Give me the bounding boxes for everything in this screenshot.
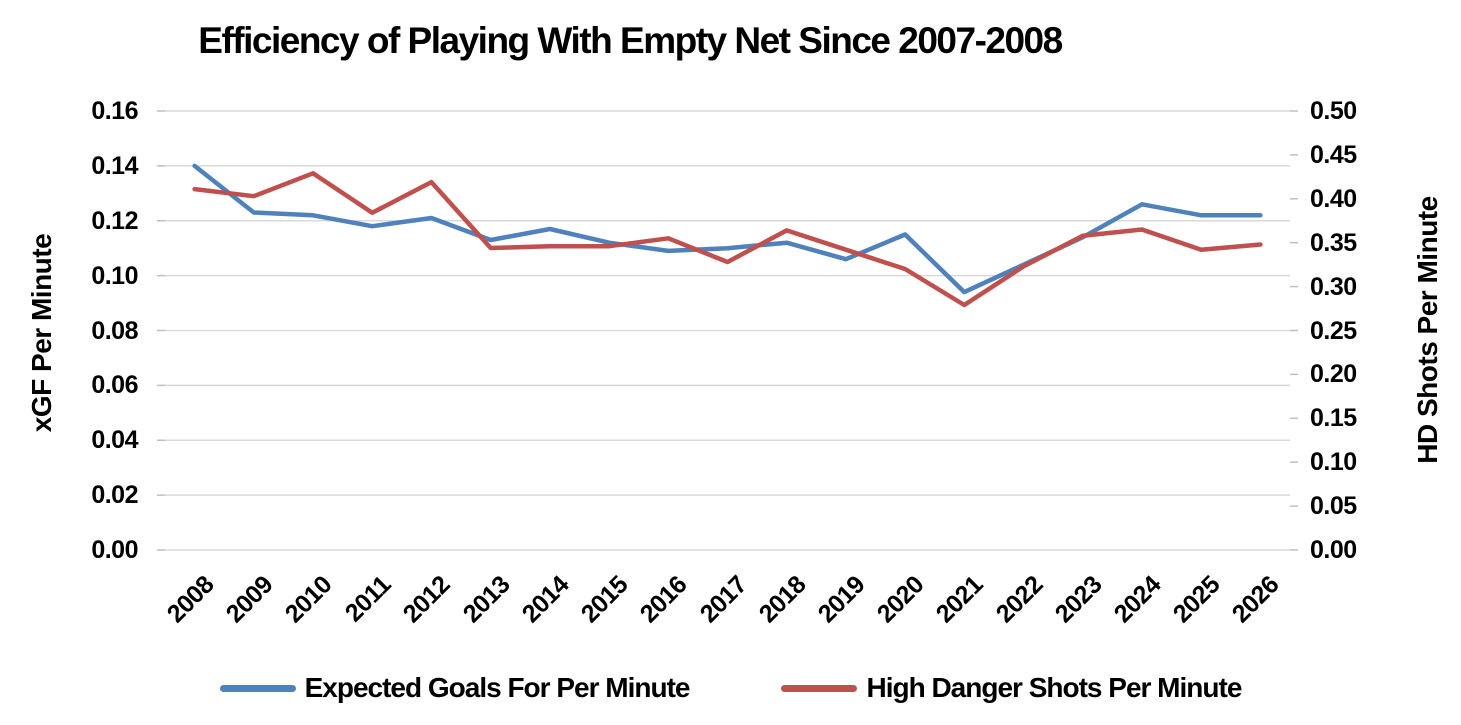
right-axis-tick-label: 0.50	[1310, 97, 1357, 125]
legend-label: Expected Goals For Per Minute	[304, 672, 691, 703]
legend-item: High Danger Shots Per Minute	[781, 672, 1242, 704]
right-axis-tick-label: 0.30	[1310, 272, 1357, 301]
right-axis-tick-label: 0.00	[1310, 536, 1357, 564]
left-axis-tick-label: 0.02	[91, 481, 138, 510]
left-axis-tick-label: 0.16	[91, 97, 138, 125]
right-axis-tick-label: 0.05	[1310, 492, 1357, 521]
right-axis-title: HD Shots Per Minute	[1412, 196, 1443, 464]
series-line-1	[192, 171, 1263, 308]
left-axis-title: xGF Per Minute	[26, 233, 57, 433]
legend-line-swatch-blue	[219, 684, 296, 692]
legend-label: High Danger Shots Per Minute	[866, 672, 1242, 703]
left-axis-tick-label: 0.04	[91, 426, 138, 455]
left-axis-tick-label: 0.10	[91, 261, 138, 290]
right-axis-tick-label: 0.15	[1310, 404, 1357, 433]
chart-title: Efficiency of Playing With Empty Net Sin…	[198, 20, 1063, 61]
legend: Expected Goals For Per Minute High Dange…	[0, 672, 1461, 704]
right-axis-tick-label: 0.45	[1310, 140, 1357, 169]
left-axis-tick-label: 0.08	[91, 316, 138, 345]
left-axis-tick-label: 0.12	[91, 206, 138, 235]
right-axis-tick-label: 0.10	[1310, 448, 1357, 477]
right-axis-tick-label: 0.35	[1310, 228, 1357, 257]
right-axis-tick-label: 0.40	[1310, 184, 1357, 213]
left-axis-tick-label: 0.14	[91, 151, 138, 180]
legend-item: Expected Goals For Per Minute	[219, 672, 691, 704]
left-axis-tick-label: 0.00	[91, 536, 138, 564]
right-axis-tick-label: 0.20	[1310, 360, 1357, 389]
series-line-0	[192, 163, 1263, 295]
legend-line-swatch-red	[781, 684, 858, 692]
left-axis-tick-label: 0.06	[91, 371, 138, 400]
right-axis-tick-label: 0.25	[1310, 316, 1357, 345]
